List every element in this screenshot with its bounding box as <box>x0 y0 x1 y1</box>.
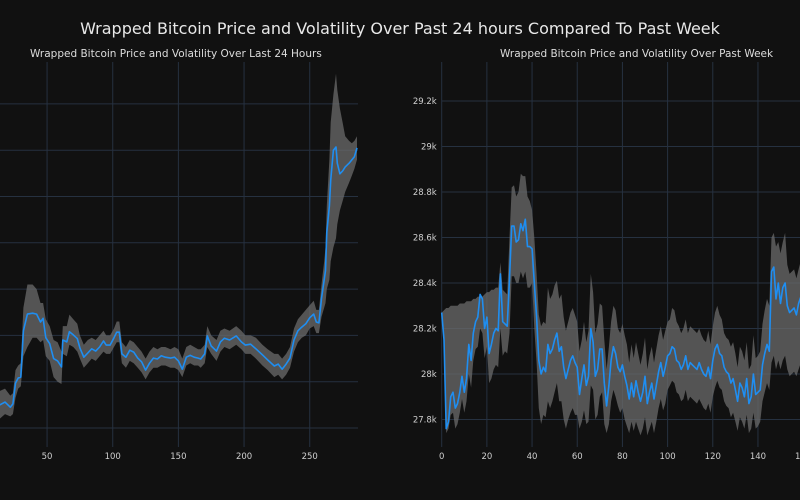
left-x-tick-label: 100 <box>105 452 121 462</box>
figure-title: Wrapped Bitcoin Price and Volatility Ove… <box>80 19 720 38</box>
right-x-tick-label: 80 <box>617 452 628 462</box>
right-x-tick-label: 120 <box>705 452 721 462</box>
right-chart-title: Wrapped Bitcoin Price and Volatility Ove… <box>500 48 774 60</box>
right-y-tick-label: 28.4k <box>413 279 437 289</box>
right-y-tick-label: 29.2k <box>413 97 437 107</box>
right-x-tick-label: 0 <box>439 452 444 462</box>
right-x-tick-label: 140 <box>750 452 766 462</box>
right-x-tick-label: 160 <box>795 452 800 462</box>
right-chart-week: 0 20 40 60 80 100 120 140 160 27.8k 28k 28.2k 28.4k 2… <box>413 62 800 462</box>
right-y-tick-label: 27.8k <box>413 416 437 426</box>
left-chart-title: Wrapped Bitcoin Price and Volatility Ove… <box>30 48 322 60</box>
left-x-tick-label: 200 <box>236 452 252 462</box>
left-volatility-band <box>0 73 357 419</box>
right-y-tick-label: 28.2k <box>413 325 437 335</box>
right-x-tick-label: 20 <box>481 452 492 462</box>
right-price-line <box>440 218 800 430</box>
left-price-line <box>0 146 358 408</box>
left-chart-24h: 50 100 150 200 250 <box>0 62 358 462</box>
right-y-tick-label: 28k <box>421 370 437 380</box>
right-y-tick-label: 28.6k <box>413 234 437 244</box>
left-x-tick-label: 50 <box>42 452 53 462</box>
right-x-tick-label: 100 <box>659 452 675 462</box>
right-y-tick-label: 28.8k <box>413 188 437 198</box>
right-volatility-band <box>441 173 800 436</box>
right-x-tick-label: 40 <box>527 452 538 462</box>
left-x-tick-label: 250 <box>302 452 318 462</box>
right-y-tick-label: 29k <box>421 143 437 153</box>
right-x-tick-label: 60 <box>572 452 583 462</box>
left-x-tick-label: 150 <box>170 452 186 462</box>
